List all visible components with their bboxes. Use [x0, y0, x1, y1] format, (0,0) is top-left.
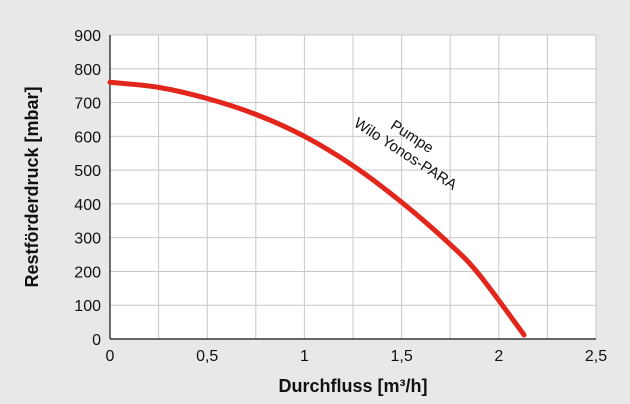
x-tick-label: 0 [106, 348, 115, 365]
y-tick-label: 0 [92, 332, 101, 349]
y-tick-label: 700 [74, 96, 101, 113]
series-line-pump [107, 79, 527, 338]
y-tick-label: 600 [74, 129, 101, 146]
x-tick-label: 2,5 [585, 348, 607, 365]
grid [109, 34, 597, 340]
x-tick-labels: 0 0,5 1 1,5 2 2,5 [106, 348, 608, 365]
y-tick-label: 400 [74, 197, 101, 214]
x-tick-label: 1,5 [390, 348, 412, 365]
y-tick-labels: 0 100 200 300 400 500 600 700 800 900 [74, 28, 101, 349]
x-tick-label: 0,5 [196, 348, 218, 365]
y-tick-label: 300 [74, 231, 101, 248]
x-tick-label: 2 [494, 348, 503, 365]
y-tick-label: 500 [74, 163, 101, 180]
y-axis-title: Restförderdruck [mbar] [22, 86, 42, 287]
x-tick-label: 1 [300, 348, 309, 365]
y-tick-label: 800 [74, 62, 101, 79]
x-axis-title: Durchfluss [m³/h] [278, 376, 427, 396]
y-tick-label: 100 [74, 298, 101, 315]
y-tick-label: 200 [74, 264, 101, 281]
y-tick-label: 900 [74, 28, 101, 45]
